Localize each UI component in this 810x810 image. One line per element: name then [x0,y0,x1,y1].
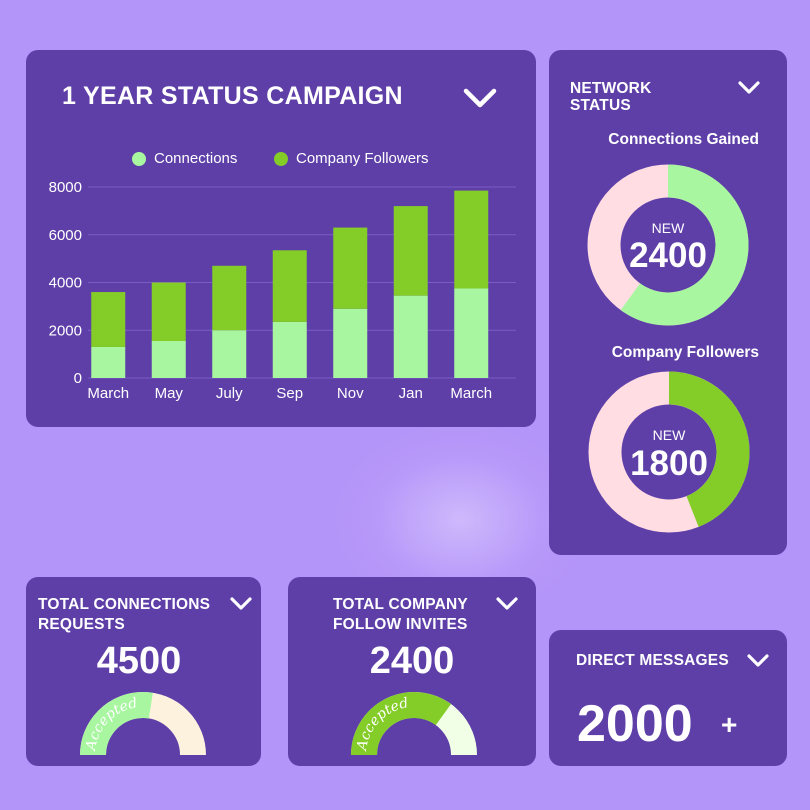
direct-messages-plus: + [721,709,738,740]
chevron-down-icon[interactable] [462,86,498,110]
bar-connections [91,346,126,378]
legend-swatch [132,151,146,166]
total-follow-invites-value: 2400 [369,640,455,682]
y-tick-label: 2000 [49,322,82,339]
total-follow-invites-card: TOTAL COMPANY FOLLOW INVITES 2400 Accept… [288,577,536,766]
network-status-title: NETWORK STATUS [570,80,652,114]
chevron-down-icon[interactable] [746,653,770,669]
bar-followers [272,250,307,322]
bar-connections [272,321,307,378]
connections-new-value: 2400 [629,236,707,275]
follow-accepted-gauge: Accepted [351,692,477,756]
followers-new-label: NEW [652,427,686,443]
bar-followers [151,282,186,341]
gauge-fill [351,692,452,756]
campaign-card: 1 YEAR STATUS CAMPAIGN Connections Compa… [26,50,536,427]
legend-item-connections: Connections [132,150,237,167]
chevron-down-icon[interactable] [229,596,253,612]
x-tick-label: Nov [337,385,364,402]
chevron-down-icon[interactable] [495,596,519,612]
total-connections-card: TOTAL CONNECTIONS REQUESTS 4500 Accepted [26,577,261,766]
x-tick-label: July [216,385,243,402]
bar-connections [393,295,428,378]
legend-item-followers: Company Followers [274,150,429,167]
bar-connections [333,308,368,378]
direct-messages-title: DIRECT MESSAGES [576,652,729,669]
legend-swatch [274,151,288,166]
bar-followers [393,206,428,296]
y-tick-label: 8000 [49,179,82,196]
bar-followers [333,227,368,309]
bar-followers [91,292,126,347]
bar-connections [151,340,186,378]
connections-gained-title: Connections Gained [608,131,759,148]
company-followers-title: Company Followers [611,344,759,361]
y-tick-label: 0 [74,370,82,387]
followers-new-value: 1800 [630,444,708,483]
direct-messages-card: DIRECT MESSAGES 2000 + [549,630,787,766]
bar-followers [212,265,247,331]
x-tick-label: March [450,385,492,402]
x-tick-label: Sep [276,385,303,402]
total-connections-value: 4500 [96,640,182,682]
bar-followers [454,190,489,289]
connections-donut-fill [620,164,749,326]
stacked-bar-chart: 0 2000 4000 6000 8000 March May July Sep Nov Jan Ma… [49,179,516,402]
x-tick-label: March [87,385,129,402]
legend-label: Connections [154,150,238,167]
connections-new-label: NEW [651,220,685,236]
followers-donut-fill [668,371,750,527]
bar-connections [454,288,489,378]
network-status-card: NETWORK STATUS Connections Gained NEW 24… [549,50,787,555]
connections-donut [587,164,750,533]
x-tick-label: May [155,385,184,402]
gauge-fill [80,692,153,756]
y-tick-label: 4000 [49,275,82,292]
campaign-title: 1 YEAR STATUS CAMPAIGN [62,82,403,110]
x-tick-label: Jan [399,385,423,402]
direct-messages-value: 2000 [577,695,693,753]
legend-label: Company Followers [296,150,429,167]
bar-connections [212,330,247,378]
connections-accepted-gauge: Accepted [80,692,206,756]
total-connections-title: TOTAL CONNECTIONS REQUESTS [38,596,211,633]
total-follow-invites-title: TOTAL COMPANY FOLLOW INVITES [333,596,468,633]
y-tick-label: 6000 [49,227,82,244]
chevron-down-icon[interactable] [737,80,761,96]
